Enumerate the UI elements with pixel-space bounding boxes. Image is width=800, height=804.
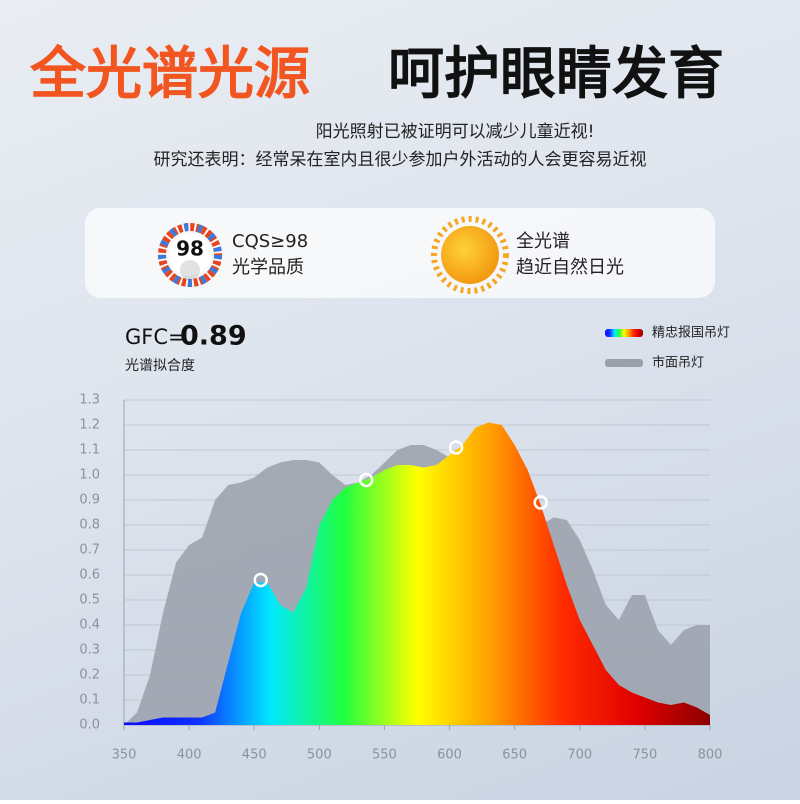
x-tick-label: 800 xyxy=(698,748,723,763)
sun-icon xyxy=(431,216,509,294)
legend-swatch xyxy=(605,359,643,367)
x-tick-label: 750 xyxy=(632,748,657,763)
y-tick-label: 0.6 xyxy=(79,568,100,583)
gfc-value: 0.89 xyxy=(180,321,247,352)
y-tick-label: 0.8 xyxy=(79,518,100,533)
x-tick-label: 600 xyxy=(437,748,462,763)
legend-label: 市面吊灯 xyxy=(652,355,704,371)
x-tick-label: 450 xyxy=(242,748,267,763)
highlight-point xyxy=(533,495,548,510)
x-tick-label: 700 xyxy=(567,748,592,763)
y-tick-label: 0.2 xyxy=(79,668,100,683)
y-tick-label: 0.0 xyxy=(79,718,100,733)
subtitle: 阳光照射已被证明可以减少儿童近视! xyxy=(316,122,595,142)
highlight-point xyxy=(358,472,374,488)
y-tick-label: 1.1 xyxy=(79,443,100,458)
highlight-point xyxy=(253,572,268,588)
badge-number: 98 xyxy=(176,237,204,261)
legend-swatch xyxy=(605,329,643,337)
y-tick-label: 0.3 xyxy=(79,643,100,658)
legend-label: 精忠报国吊灯 xyxy=(652,326,730,341)
x-tick-label: 400 xyxy=(177,748,202,763)
highlight-point xyxy=(448,440,464,455)
y-tick-label: 1.0 xyxy=(79,468,100,483)
feature-title: CQS≥98 xyxy=(232,231,308,252)
y-tick-label: 1.3 xyxy=(79,393,100,408)
x-tick-label: 650 xyxy=(502,748,527,763)
y-tick-label: 0.1 xyxy=(79,693,100,708)
y-tick-label: 0.5 xyxy=(79,593,100,608)
x-tick-label: 500 xyxy=(307,748,332,763)
x-tick-label: 550 xyxy=(372,748,397,763)
feature-title: 全光谱 xyxy=(516,231,570,252)
y-tick-label: 0.7 xyxy=(79,543,100,558)
y-tick-label: 0.9 xyxy=(79,493,100,508)
y-tick-label: 0.4 xyxy=(79,618,100,633)
cqs-badge xyxy=(158,223,222,287)
feature-card xyxy=(85,208,715,298)
y-tick-label: 1.2 xyxy=(79,418,100,433)
gfc-label: GFC= xyxy=(125,325,186,349)
x-tick-label: 350 xyxy=(112,748,137,763)
feature-text: 趋近自然日光 xyxy=(516,257,624,278)
headline-accent: 全光谱光源 xyxy=(29,42,310,107)
subtitle: 研究还表明：经常呆在室内且很少参加户外活动的人会更容易近视 xyxy=(154,150,647,170)
gfc-caption: 光谱拟合度 xyxy=(125,358,195,374)
feature-text: 光学品质 xyxy=(232,257,304,278)
headline: 呵护眼睛发育 xyxy=(388,42,724,107)
plot: 0.0 0.1 0.2 0.3 0.4 0.5 0.6 0.7 0.8 0.9 1.0 1.1 1.2 1… xyxy=(79,393,722,763)
area xyxy=(124,422,710,725)
